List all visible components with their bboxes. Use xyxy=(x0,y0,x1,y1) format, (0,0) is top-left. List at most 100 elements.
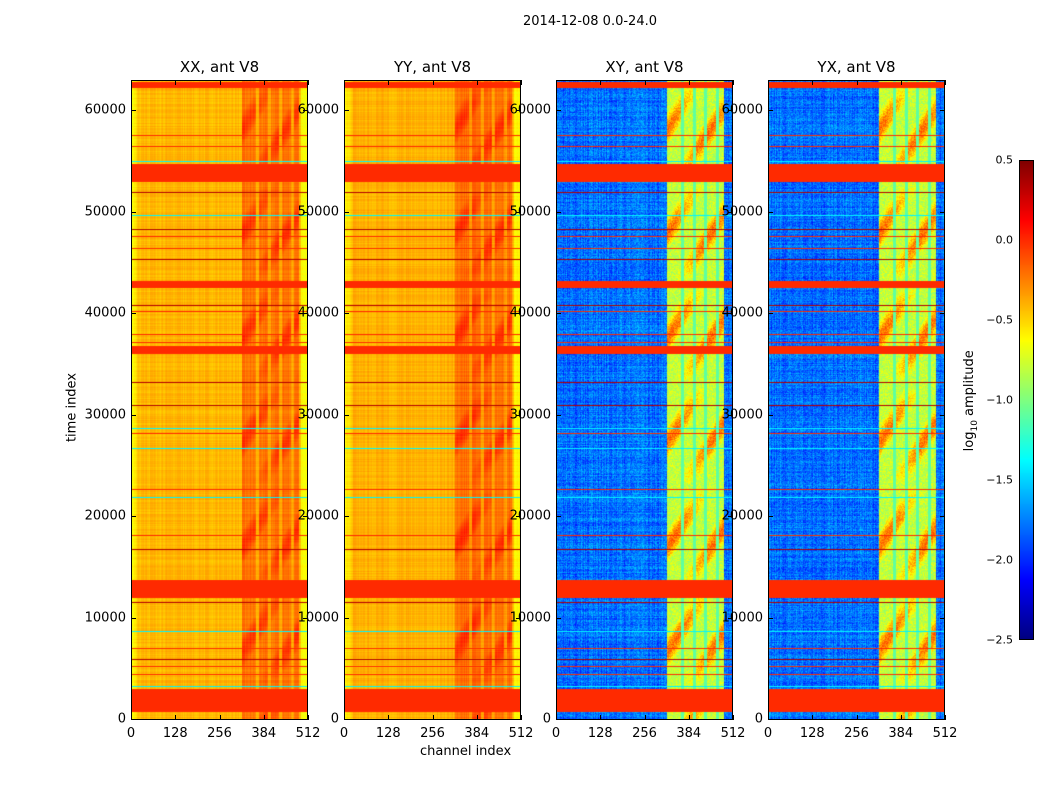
x-tick-label: 128 xyxy=(587,726,613,741)
colorbar-tick-label: −1.0 xyxy=(986,393,1013,407)
y-tick-mark xyxy=(728,414,733,416)
x-tick-mark xyxy=(263,80,265,85)
y-tick-mark xyxy=(303,313,308,315)
y-tick-mark xyxy=(516,516,521,518)
y-tick-mark xyxy=(556,516,561,518)
y-tick-label: 60000 xyxy=(297,102,339,118)
y-tick-label: 0 xyxy=(542,711,551,727)
y-tick-mark xyxy=(768,617,773,619)
colorbar xyxy=(1019,160,1034,640)
y-tick-label: 40000 xyxy=(297,305,339,321)
y-tick-mark xyxy=(516,617,521,619)
y-tick-label: 40000 xyxy=(721,305,763,321)
x-tick-mark xyxy=(476,80,478,85)
x-tick-mark xyxy=(556,715,557,720)
y-tick-mark xyxy=(131,414,136,416)
y-tick-label: 50000 xyxy=(509,204,551,220)
x-tick-mark xyxy=(733,715,734,720)
x-tick-label: 128 xyxy=(375,726,401,741)
x-tick-mark xyxy=(308,715,309,720)
colorbar-gradient xyxy=(1019,160,1034,640)
x-tick-mark xyxy=(945,80,946,85)
colorbar-label: log10 amplitude xyxy=(962,326,980,476)
x-tick-mark xyxy=(900,715,902,720)
y-tick-label: 10000 xyxy=(84,610,126,626)
y-tick-mark xyxy=(344,719,349,720)
y-tick-mark xyxy=(556,617,561,619)
y-tick-mark xyxy=(303,414,308,416)
y-tick-mark xyxy=(556,414,561,416)
x-tick-mark xyxy=(812,715,814,720)
x-tick-label: 0 xyxy=(551,726,561,741)
figure-title: 2014-12-08 0.0-24.0 xyxy=(523,14,657,29)
y-tick-label: 30000 xyxy=(297,407,339,423)
x-tick-mark xyxy=(600,715,602,720)
panel-yx: YX, ant V8 0 128 256 384 512 0 10000 20000 30000 4… xyxy=(722,58,958,741)
axes-frame xyxy=(344,80,521,720)
x-tick-label: 512 xyxy=(295,726,321,741)
y-tick-mark xyxy=(303,516,308,518)
x-tick-mark xyxy=(600,80,602,85)
y-tick-mark xyxy=(768,719,773,720)
x-tick-mark xyxy=(733,80,734,85)
x-tick-mark xyxy=(900,80,902,85)
y-tick-mark xyxy=(728,516,733,518)
x-tick-mark xyxy=(131,715,132,720)
y-tick-label: 40000 xyxy=(509,305,551,321)
x-tick-mark xyxy=(556,80,557,85)
x-tick-label: 0 xyxy=(763,726,773,741)
x-tick-mark xyxy=(344,715,345,720)
x-tick-label: 256 xyxy=(844,726,869,741)
y-tick-mark xyxy=(768,516,773,518)
y-tick-mark xyxy=(516,414,521,416)
y-tick-label: 50000 xyxy=(84,204,126,220)
y-tick-mark xyxy=(344,516,349,518)
y-tick-mark xyxy=(940,516,945,518)
y-tick-mark xyxy=(556,110,561,112)
y-tick-mark xyxy=(516,719,521,720)
x-tick-label: 128 xyxy=(799,726,825,741)
y-tick-label: 0 xyxy=(117,711,126,727)
y-tick-label: 20000 xyxy=(84,508,126,524)
x-tick-mark xyxy=(521,715,522,720)
x-tick-mark xyxy=(388,715,390,720)
x-tick-mark xyxy=(219,80,221,85)
y-tick-mark xyxy=(768,313,773,315)
panel-title: XY, ant V8 xyxy=(605,58,684,76)
x-tick-mark xyxy=(219,715,221,720)
y-tick-label: 0 xyxy=(754,711,763,727)
y-tick-mark xyxy=(344,414,349,416)
y-tick-label: 20000 xyxy=(721,508,763,524)
x-tick-label: 512 xyxy=(932,726,958,741)
y-tick-mark xyxy=(768,110,773,112)
y-tick-mark xyxy=(516,110,521,112)
y-tick-label: 10000 xyxy=(297,610,339,626)
y-tick-mark xyxy=(344,110,349,112)
panel-title: YX, ant V8 xyxy=(817,58,896,76)
y-tick-label: 60000 xyxy=(509,102,551,118)
y-tick-label: 60000 xyxy=(84,102,126,118)
y-tick-mark xyxy=(768,211,773,213)
x-tick-mark xyxy=(856,80,858,85)
y-tick-mark xyxy=(303,211,308,213)
x-tick-mark xyxy=(812,80,814,85)
x-tick-label: 384 xyxy=(251,726,277,741)
x-tick-mark xyxy=(768,80,769,85)
x-tick-mark xyxy=(131,80,132,85)
heatmap-image xyxy=(556,80,733,720)
colorbar-tick-label: −2.0 xyxy=(986,553,1013,567)
y-tick-mark xyxy=(516,313,521,315)
x-tick-label: 256 xyxy=(207,726,232,741)
y-tick-mark xyxy=(344,617,349,619)
x-tick-mark xyxy=(388,80,390,85)
panel-title: XX, ant V8 xyxy=(179,58,260,76)
y-tick-label: 50000 xyxy=(297,204,339,220)
y-tick-label: 60000 xyxy=(721,102,763,118)
x-tick-label: 512 xyxy=(720,726,746,741)
y-tick-mark xyxy=(516,211,521,213)
y-tick-label: 20000 xyxy=(297,508,339,524)
y-tick-label: 30000 xyxy=(509,407,551,423)
colorbar-tick-label: −1.5 xyxy=(986,473,1013,487)
y-tick-mark xyxy=(728,211,733,213)
